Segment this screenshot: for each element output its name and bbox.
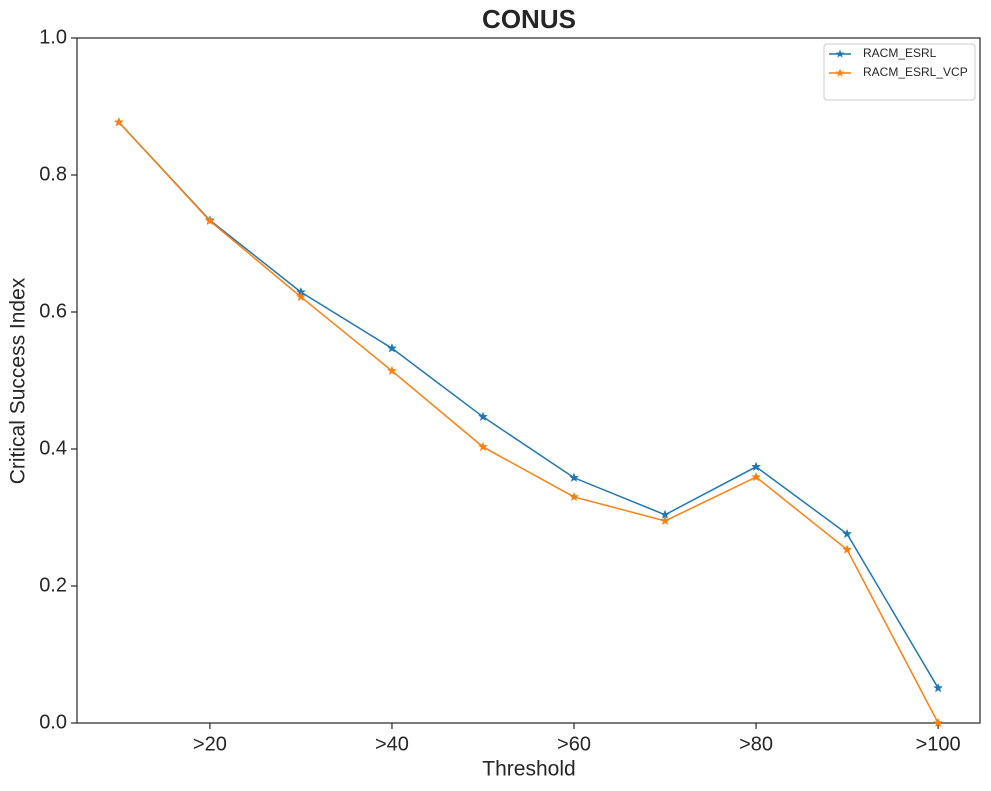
x-axis-label: Threshold bbox=[482, 758, 575, 781]
series-line bbox=[118, 121, 939, 689]
legend-box bbox=[823, 43, 976, 101]
legend-label: RACM_ESRL bbox=[863, 46, 937, 60]
x-tick-label: >60 bbox=[557, 733, 591, 755]
y-tick-label: 0.4 bbox=[39, 437, 67, 459]
point-marker bbox=[842, 528, 853, 539]
point-marker bbox=[387, 365, 397, 376]
point-marker bbox=[295, 291, 306, 302]
point-marker bbox=[842, 544, 853, 554]
point-marker bbox=[569, 472, 579, 482]
point-marker bbox=[751, 461, 762, 472]
y-tick-label: 0.6 bbox=[39, 300, 67, 322]
series-line bbox=[118, 121, 939, 724]
legend-marker bbox=[835, 68, 845, 77]
y-tick-label: 0.2 bbox=[39, 574, 67, 596]
point-marker bbox=[933, 682, 944, 693]
x-tick-label: >40 bbox=[375, 733, 409, 755]
y-tick-label: 0.0 bbox=[39, 711, 67, 733]
x-tick-label: >100 bbox=[916, 733, 961, 755]
point-marker bbox=[478, 411, 488, 422]
x-tick-label: >20 bbox=[193, 733, 227, 755]
point-marker bbox=[113, 117, 124, 127]
legend-marker bbox=[835, 49, 845, 58]
plot-frame bbox=[76, 37, 981, 724]
y-tick-label: 0.8 bbox=[39, 163, 67, 185]
x-tick-label: >80 bbox=[739, 733, 773, 755]
point-marker bbox=[478, 441, 488, 452]
point-marker bbox=[933, 717, 944, 728]
point-marker bbox=[569, 491, 579, 502]
point-marker bbox=[204, 215, 215, 226]
y-axis-label: Critical Success Index bbox=[7, 277, 30, 484]
chart-title: CONUS bbox=[482, 4, 576, 34]
legend-label: RACM_ESRL_VCP bbox=[863, 65, 968, 79]
y-tick-label: 1.0 bbox=[39, 26, 67, 48]
point-marker bbox=[387, 343, 397, 353]
point-marker bbox=[751, 471, 762, 482]
point-marker bbox=[660, 515, 670, 526]
